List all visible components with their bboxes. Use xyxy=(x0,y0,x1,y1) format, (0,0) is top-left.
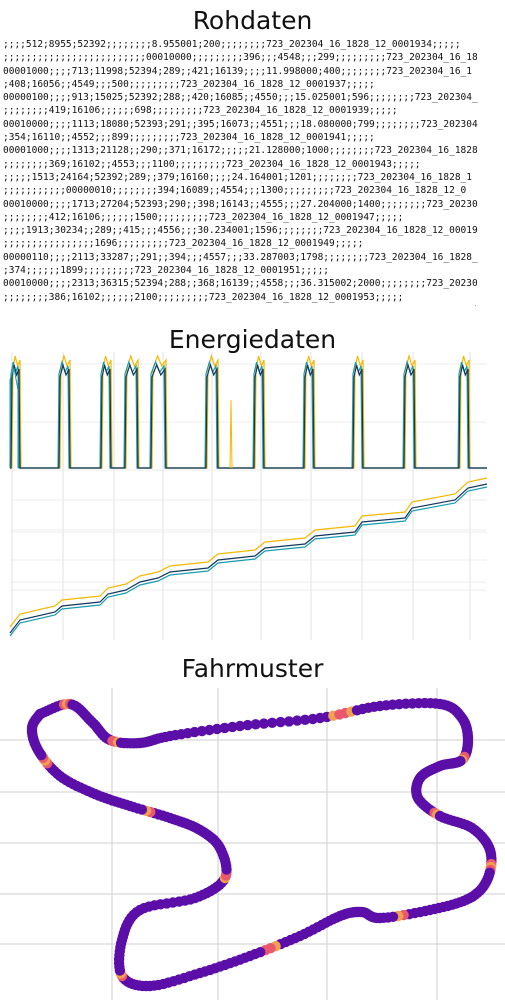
route-point xyxy=(242,719,253,731)
raw-data-block: ;;;;512;8955;52392;;;;;;;;8.955001;200;;… xyxy=(3,38,503,306)
raw-data-line: ;;;;;1513;24164;52392;289;;379;16160;;;;… xyxy=(3,171,472,183)
raw-data-line: ;408;16056;;4549;;;500;;;;;;;;;723_20230… xyxy=(3,78,375,90)
energy-pulse-line xyxy=(229,399,233,469)
raw-data-line: ;;;;;;;;412;16106;;;;;;1500;;;;;;;;;723_… xyxy=(3,211,404,223)
raw-data-line: ;;;;;;;;;;;;;;;;;;;;;;;;;00010000;;;;;;;… xyxy=(3,52,478,64)
route-point xyxy=(234,720,246,732)
raw-data-line: ;;;;;;;;386;16102;;;;;;2100;;;;;;;;;723_… xyxy=(3,291,404,303)
energy-cumulative-line xyxy=(9,483,488,634)
route-point xyxy=(250,719,261,730)
drive-route xyxy=(26,697,497,992)
route-point xyxy=(204,724,215,736)
route-point xyxy=(34,709,45,720)
raw-data-line: ;;;;;;;;;;;;;;;;1696;;;;;;;;;723_202304_… xyxy=(3,238,364,250)
raw-data-line: ;;;;;;;;;;;00000010;;;;;;;;394;16089;;45… xyxy=(3,185,467,197)
route-point xyxy=(292,715,303,726)
route-point xyxy=(211,723,223,735)
raw-data-line: 00001000;;;;1313;21128;;290;;371;16172;;… xyxy=(3,145,478,157)
energy-pulse-line xyxy=(10,353,487,469)
energy-chart xyxy=(9,352,488,640)
raw-data-line: ;374;;;;;;1899;;;;;;;;;723_202304_16_182… xyxy=(3,265,330,277)
route-point xyxy=(227,721,238,733)
route-point xyxy=(219,722,230,734)
energy-pulse-line xyxy=(9,367,19,468)
energy-cumulative-series xyxy=(9,477,488,637)
raw-data-line: 00010000;;;;1113;18080;52393;291;;395;16… xyxy=(3,118,478,130)
energy-cumulative-line xyxy=(9,477,488,628)
route-point xyxy=(299,714,311,725)
route-point xyxy=(267,717,278,728)
raw-data-line: 00000110;;;;2113;33287;;291;;394;;;4557;… xyxy=(3,251,478,263)
raw-data-line: ;354;16110;;4552;;;899;;;;;;;;;723_20230… xyxy=(3,132,375,144)
route-point xyxy=(275,716,286,728)
raw-data-line: ·00000100;;;;2513;39396;52393;293;;363;;… xyxy=(3,304,503,306)
raw-data-line: 00010000;;;;2313;36315;52394;288;;368;16… xyxy=(3,278,478,290)
energy-cumulative-line xyxy=(9,486,488,637)
raw-data-line: ;;;;;;;;419;16106;;;;;;698;;;;;;;;;723_2… xyxy=(3,105,398,117)
raw-data-line: 00010000;;;;1713;27204;52393;290;;398;16… xyxy=(3,198,478,210)
energy-pulse-series xyxy=(9,353,487,469)
route-point xyxy=(283,716,295,727)
route-point xyxy=(258,718,270,729)
raw-data-line: 00000100;;;;913;15025;52392;288;;420;160… xyxy=(3,92,478,104)
energy-data-title: Energiedaten xyxy=(168,325,337,354)
raw-data-line: ;;;;512;8955;52392;;;;;;;;8.955001;200;;… xyxy=(3,39,461,50)
energy-pulse-line xyxy=(10,362,487,469)
raw-data-line: 00001000;;;;713;11998;52394;289;;421;161… xyxy=(3,65,472,77)
drive-pattern-map xyxy=(0,688,505,1000)
drive-pattern-title: Fahrmuster xyxy=(181,654,324,683)
raw-data-line: ;;;;;;;;369;16102;;4553;;;1100;;;;;;;;;7… xyxy=(3,158,421,170)
raw-data-title: Rohdaten xyxy=(192,6,313,35)
raw-data-line: ;;;;1913;30234;;289;;415;;;4556;;;30.234… xyxy=(3,225,478,237)
